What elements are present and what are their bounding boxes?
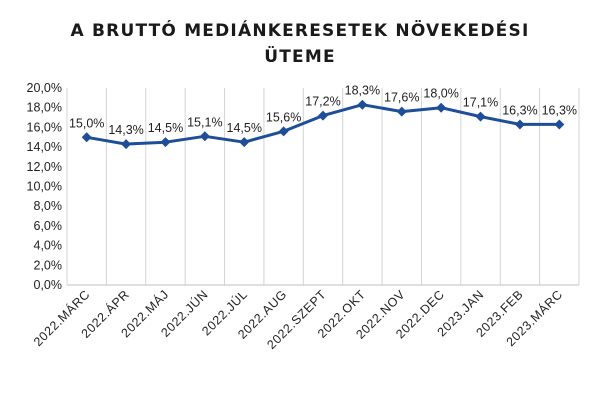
y-tick-label: 6,0%: [34, 219, 63, 233]
y-tick-label: 18,0%: [27, 101, 62, 115]
data-label: 17,1%: [463, 96, 498, 110]
data-label: 14,5%: [148, 121, 183, 135]
y-axis-tick-labels: 0,0% 2,0% 4,0% 6,0% 8,0% 10,0% 12,0% 14,0% 16,0%…: [27, 81, 62, 292]
data-label: 15,6%: [266, 110, 301, 124]
data-point: [436, 102, 447, 113]
data-point: [239, 137, 250, 148]
y-tick-label: 10,0%: [27, 180, 62, 194]
data-labels: 15,0% 14,3% 14,5% 15,1% 14,5% 15,6% 17,2% 18,3%…: [69, 84, 577, 137]
data-label: 16,3%: [542, 103, 577, 117]
data-label: 17,6%: [384, 91, 419, 105]
y-tick-label: 0,0%: [34, 278, 63, 292]
data-label: 16,3%: [502, 103, 537, 117]
data-point: [318, 110, 328, 121]
data-point: [121, 139, 132, 150]
x-category-label: 2022.MÁRC: [30, 287, 93, 350]
data-point: [475, 111, 486, 122]
data-point: [199, 131, 210, 142]
data-label: 14,3%: [108, 123, 143, 137]
data-label: 17,2%: [305, 95, 340, 109]
chart-title-line-2: ÜTEME: [264, 45, 336, 67]
data-point: [81, 132, 92, 143]
data-label: 15,1%: [187, 115, 222, 129]
data-point: [554, 119, 565, 130]
y-tick-label: 12,0%: [27, 160, 62, 174]
data-label: 14,5%: [227, 121, 262, 135]
chart-title-line-1: A BRUTTÓ MEDIÁNKERESETEK NÖVEKEDÉSI: [71, 19, 530, 41]
data-point: [278, 126, 289, 137]
y-tick-label: 14,0%: [27, 140, 62, 154]
data-point: [514, 119, 525, 130]
data-label: 18,0%: [423, 87, 458, 101]
y-tick-label: 16,0%: [27, 120, 62, 134]
data-point: [357, 99, 368, 110]
y-tick-label: 8,0%: [34, 199, 63, 213]
y-tick-label: 4,0%: [34, 239, 63, 253]
y-tick-label: 2,0%: [34, 258, 63, 272]
y-tick-label: 20,0%: [27, 81, 62, 95]
data-point: [160, 137, 171, 148]
x-axis-category-labels: 2022.MÁRC2022.ÁPR2022.MÁJ2022.JÚN2022.JÚ…: [30, 287, 565, 352]
data-point: [396, 106, 407, 117]
data-label: 18,3%: [345, 84, 380, 98]
data-label: 15,0%: [69, 116, 104, 130]
data-markers: [81, 99, 565, 150]
